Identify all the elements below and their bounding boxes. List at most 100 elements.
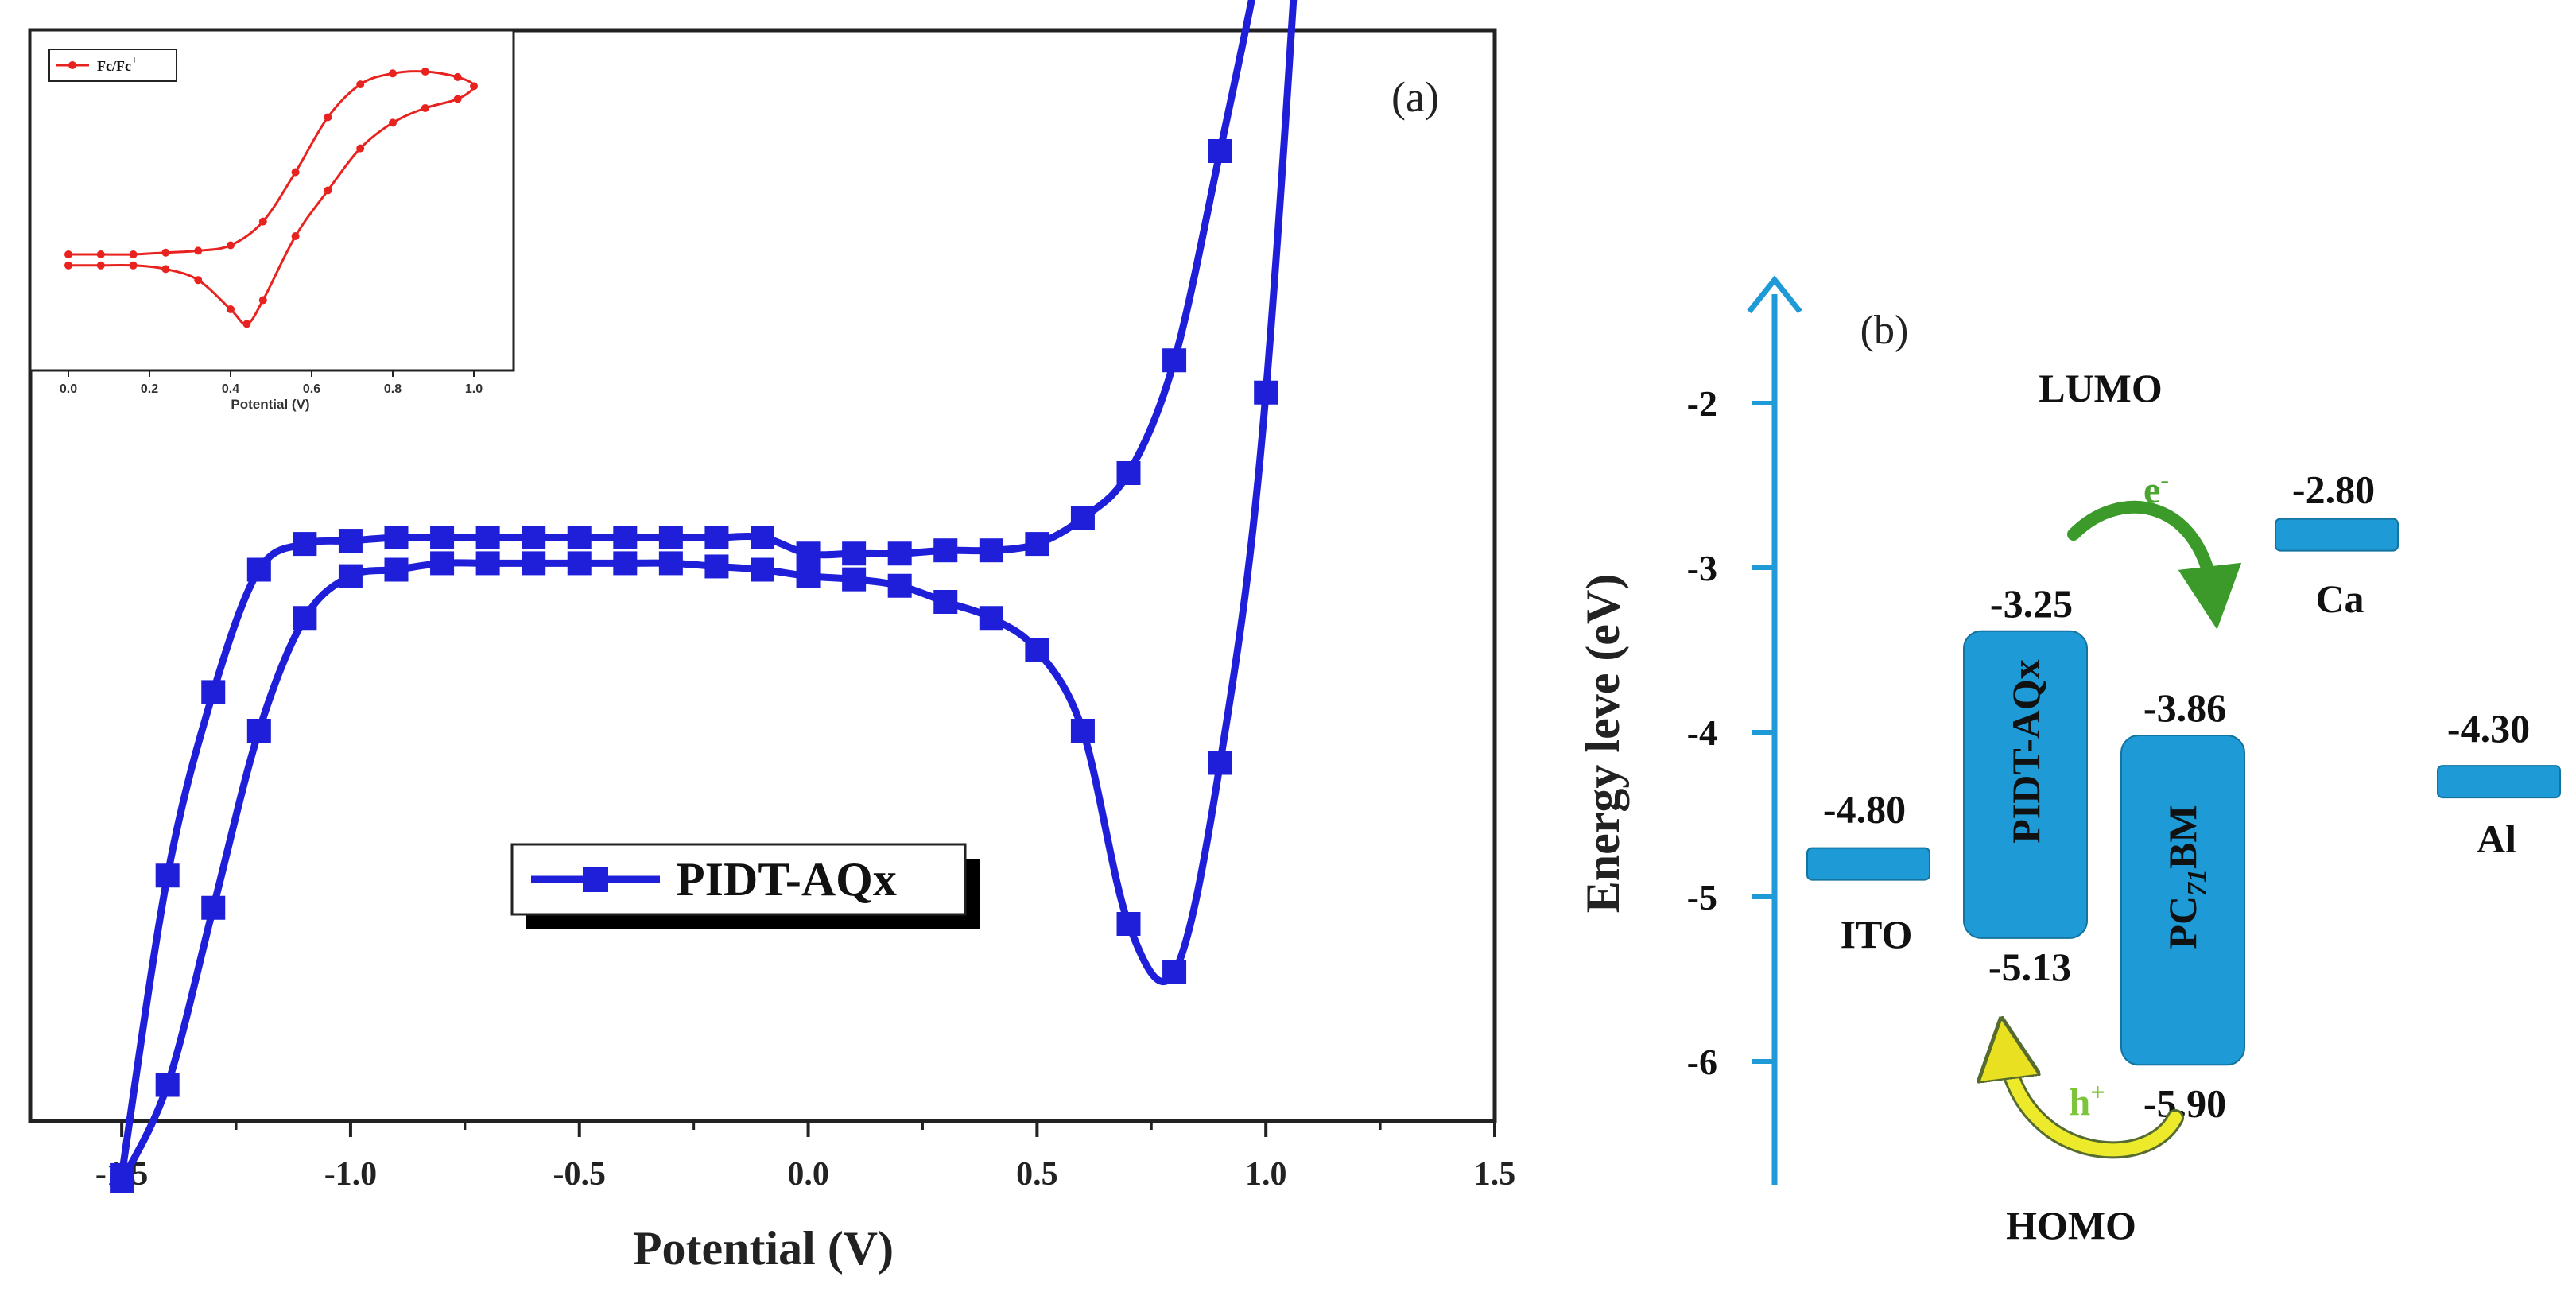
x-tick-label: 1.5 xyxy=(1474,1156,1516,1193)
hole-superscript: + xyxy=(2090,1077,2105,1106)
cv-point xyxy=(430,526,455,549)
x-tick-label: -0.5 xyxy=(553,1156,607,1193)
cv-point xyxy=(293,532,317,557)
fc-point xyxy=(324,113,332,122)
yellow-arrow-path xyxy=(2005,1048,2182,1157)
cv-point xyxy=(796,564,821,588)
pc71bm-name: PC71BM xyxy=(2160,805,2212,949)
fc-point xyxy=(96,250,105,258)
inset-legend-marker xyxy=(68,61,76,69)
cv-point xyxy=(1070,719,1095,743)
cv-chart-panel: -1.5-1.0-0.50.00.51.01.5 (a) Potential (… xyxy=(28,0,1516,1275)
energy-tick-label: -3 xyxy=(1687,548,1717,588)
pidt-aqx-curve xyxy=(110,0,1298,1193)
fc-point xyxy=(453,72,462,81)
legend-series-label: PIDT-AQx xyxy=(676,853,897,906)
pidt-aqx-name: PIDT-AQx xyxy=(2004,659,2048,844)
x-tick-label: -1.0 xyxy=(324,1156,378,1193)
fc-point xyxy=(389,69,397,78)
fc-point xyxy=(129,261,138,270)
hole-symbol: h xyxy=(2070,1081,2091,1123)
fc-point xyxy=(227,241,235,250)
inset-x-tick-label: 0.8 xyxy=(384,382,402,396)
fc-point xyxy=(64,250,72,258)
energy-diagram-panel: -2 -3 -4 -5 -6 Energy leve (eV) (b) LUMO HOM… xyxy=(1577,275,2561,1247)
cv-point xyxy=(704,526,729,549)
energy-tick-label: -4 xyxy=(1687,712,1717,753)
plot-frame xyxy=(28,28,1497,1123)
cv-point xyxy=(1025,638,1049,662)
cv-point xyxy=(567,551,592,576)
cv-point xyxy=(979,606,1003,631)
cv-point xyxy=(522,526,546,549)
fc-point xyxy=(258,296,267,305)
electron-transfer-arrow: e- xyxy=(2067,465,2242,630)
energy-tick-label: -5 xyxy=(1687,877,1717,918)
cv-point xyxy=(933,538,958,563)
electron-label: e- xyxy=(2143,465,2169,511)
cv-point xyxy=(338,529,363,553)
cv-point xyxy=(751,557,774,582)
legend-marker-swatch xyxy=(583,867,608,892)
ca-name: Ca xyxy=(2315,576,2364,621)
cv-point xyxy=(384,557,409,582)
cv-point xyxy=(246,719,271,743)
cv-point xyxy=(475,551,500,576)
cv-point xyxy=(201,680,226,704)
fc-curve xyxy=(64,68,478,328)
fc-point xyxy=(161,265,170,274)
cv-point xyxy=(567,526,592,549)
cv-point xyxy=(842,541,867,566)
inset-x-tick-label: 0.4 xyxy=(222,382,239,396)
cv-point xyxy=(155,1073,180,1097)
pidt-aqx-homo-value: -5.13 xyxy=(1988,945,2071,989)
cv-point xyxy=(658,551,683,576)
x-tick-label: 0.5 xyxy=(1016,1156,1058,1193)
fc-point xyxy=(242,320,251,328)
cv-point xyxy=(475,526,500,549)
cv-point xyxy=(613,551,638,576)
cv-point xyxy=(201,895,226,920)
x-tick-label: 1.0 xyxy=(1245,1156,1287,1193)
pidt-aqx-lumo-value: -3.25 xyxy=(1990,581,2073,626)
cv-point xyxy=(613,526,638,549)
cv-point xyxy=(1162,348,1187,373)
inset-legend: Fc/Fc+ xyxy=(48,49,177,82)
pc71bm-name-prefix: PC xyxy=(2160,896,2205,949)
cv-point xyxy=(658,526,683,549)
fc-point xyxy=(64,261,72,270)
pc71bm-band xyxy=(2120,735,2245,1066)
cv-point xyxy=(979,538,1003,563)
ca-level-bar xyxy=(2275,518,2399,552)
al-name: Al xyxy=(2477,817,2516,861)
fc-point xyxy=(470,82,478,91)
fc-point xyxy=(291,232,300,240)
lumo-label: LUMO xyxy=(2039,366,2163,410)
inset-x-tick-label: 1.0 xyxy=(465,382,483,396)
cv-point xyxy=(1208,751,1232,775)
homo-label: HOMO xyxy=(2006,1203,2136,1247)
cv-point xyxy=(704,554,729,579)
al-level-bar xyxy=(2437,765,2561,799)
inset-x-tick-label: 0.2 xyxy=(141,382,158,396)
pc71bm-homo-value: -5.90 xyxy=(2143,1081,2226,1125)
pidt-aqx-band xyxy=(1963,630,2088,939)
pc71bm-lumo-value: -3.86 xyxy=(2143,685,2226,730)
fc-point xyxy=(389,118,397,127)
fc-point xyxy=(356,144,365,153)
inset-x-tick-label: 0.6 xyxy=(303,382,320,396)
hole-transfer-arrow: h+ xyxy=(2005,1048,2184,1159)
cv-point xyxy=(246,557,271,582)
energy-axis-ticks: -2 -3 -4 -5 -6 xyxy=(1687,383,1775,1082)
fc-point xyxy=(194,276,203,285)
energy-axis-title: Energy leve (eV) xyxy=(1577,574,1629,914)
pc71bm-name-subscript: 71 xyxy=(2182,869,2212,896)
inset-x-tick-label: 0.0 xyxy=(60,382,77,396)
cv-point xyxy=(751,526,774,549)
fc-point xyxy=(453,95,462,103)
fc-point xyxy=(421,104,429,112)
fc-point xyxy=(258,217,267,226)
al-value: -4.30 xyxy=(2447,706,2530,751)
inset-x-axis-ticks: 0.0 0.2 0.4 0.6 0.8 1.0 xyxy=(60,371,483,396)
green-arrow-path xyxy=(2067,501,2242,630)
